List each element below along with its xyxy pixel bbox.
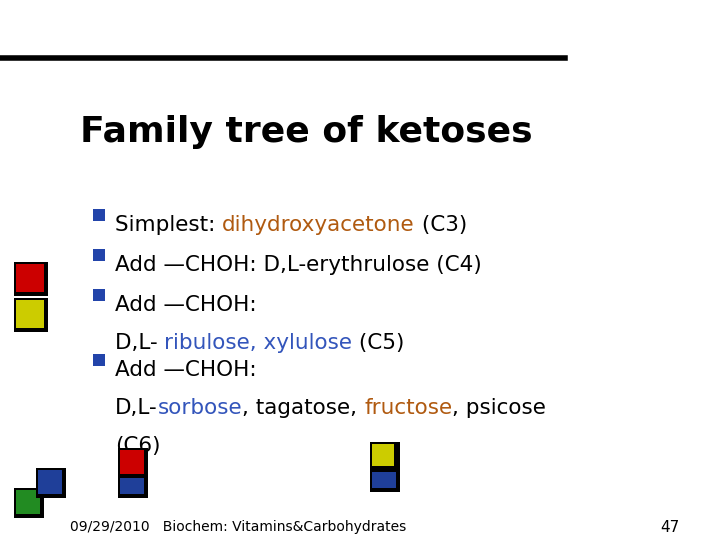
Text: , tagatose,: , tagatose, (242, 398, 364, 418)
Bar (93, 289, 105, 301)
Bar (93, 209, 105, 221)
Text: Add —CHOH:: Add —CHOH: (115, 295, 256, 315)
Bar (372, 464, 396, 488)
Bar (372, 444, 394, 466)
Text: Simplest:: Simplest: (115, 215, 222, 235)
Bar (16, 490, 40, 514)
Text: , psicose: , psicose (452, 398, 546, 418)
Text: fructose: fructose (364, 398, 452, 418)
Text: sorbose: sorbose (158, 398, 242, 418)
Text: (C5): (C5) (353, 333, 405, 353)
Text: Add —CHOH:: Add —CHOH: (115, 360, 256, 380)
Bar (36, 468, 66, 498)
Bar (120, 470, 144, 494)
Bar (14, 262, 48, 296)
Text: Add —CHOH: D,L-erythrulose (C4): Add —CHOH: D,L-erythrulose (C4) (115, 255, 482, 275)
Text: Family tree of ketoses: Family tree of ketoses (80, 115, 533, 149)
Bar (118, 448, 148, 478)
Bar (370, 442, 400, 472)
Text: 47: 47 (660, 520, 679, 535)
Bar (370, 462, 400, 492)
Bar (120, 450, 144, 474)
Bar (14, 298, 48, 332)
Text: D,L-: D,L- (115, 398, 158, 418)
Bar (118, 468, 148, 498)
Text: (C3): (C3) (415, 215, 467, 235)
Text: 09/29/2010   Biochem: Vitamins&Carbohydrates: 09/29/2010 Biochem: Vitamins&Carbohydrat… (70, 520, 406, 534)
Bar (93, 249, 105, 261)
Text: D,L-: D,L- (115, 333, 164, 353)
Text: ribulose, xylulose: ribulose, xylulose (164, 333, 353, 353)
Bar (16, 264, 44, 292)
Text: (C6): (C6) (115, 436, 161, 456)
Text: dihydroxyacetone: dihydroxyacetone (222, 215, 415, 235)
Bar (14, 488, 44, 518)
Bar (93, 354, 105, 366)
Bar (38, 470, 62, 494)
Bar (16, 300, 44, 328)
